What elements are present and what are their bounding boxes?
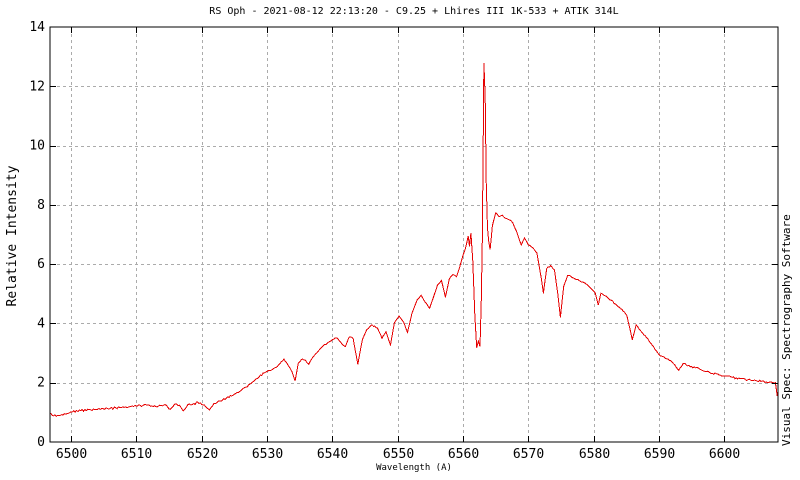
gridlines: [51, 28, 777, 441]
tick-marks: [50, 27, 778, 442]
y-tick-label: 10: [29, 139, 45, 154]
x-tick-label: 6600: [709, 447, 740, 462]
tick-labels: 6500 6510 6520 6530 6540 6550 6560 6570 6580 6590…: [29, 20, 740, 462]
x-tick-label: 6530: [252, 447, 283, 462]
y-tick-label: 6: [37, 257, 45, 272]
x-tick-label: 6500: [56, 447, 87, 462]
chart-title: RS Oph - 2021-08-12 22:13:20 - C9.25 + L…: [209, 6, 619, 17]
x-tick-label: 6570: [513, 447, 544, 462]
y-tick-label: 14: [29, 20, 45, 35]
y-tick-label: 8: [37, 198, 45, 213]
x-tick-label: 6580: [579, 447, 610, 462]
x-tick-label: 6520: [187, 447, 218, 462]
x-axis-label: Wavelength (A): [376, 463, 452, 473]
x-tick-label: 6560: [448, 447, 479, 462]
y-axis-label: Relative Intensity: [5, 165, 20, 306]
spectrum-line: [50, 63, 778, 417]
software-watermark: Visual Spec: Spectrography Software: [780, 214, 793, 446]
y-tick-label: 2: [37, 376, 45, 391]
y-tick-label: 4: [37, 316, 45, 331]
x-tick-label: 6590: [644, 447, 675, 462]
x-tick-label: 6550: [383, 447, 414, 462]
x-tick-label: 6540: [317, 447, 348, 462]
axes-frame: [49, 26, 779, 443]
x-tick-label: 6510: [121, 447, 152, 462]
y-tick-label: 0: [37, 435, 45, 450]
y-tick-label: 12: [29, 79, 45, 94]
